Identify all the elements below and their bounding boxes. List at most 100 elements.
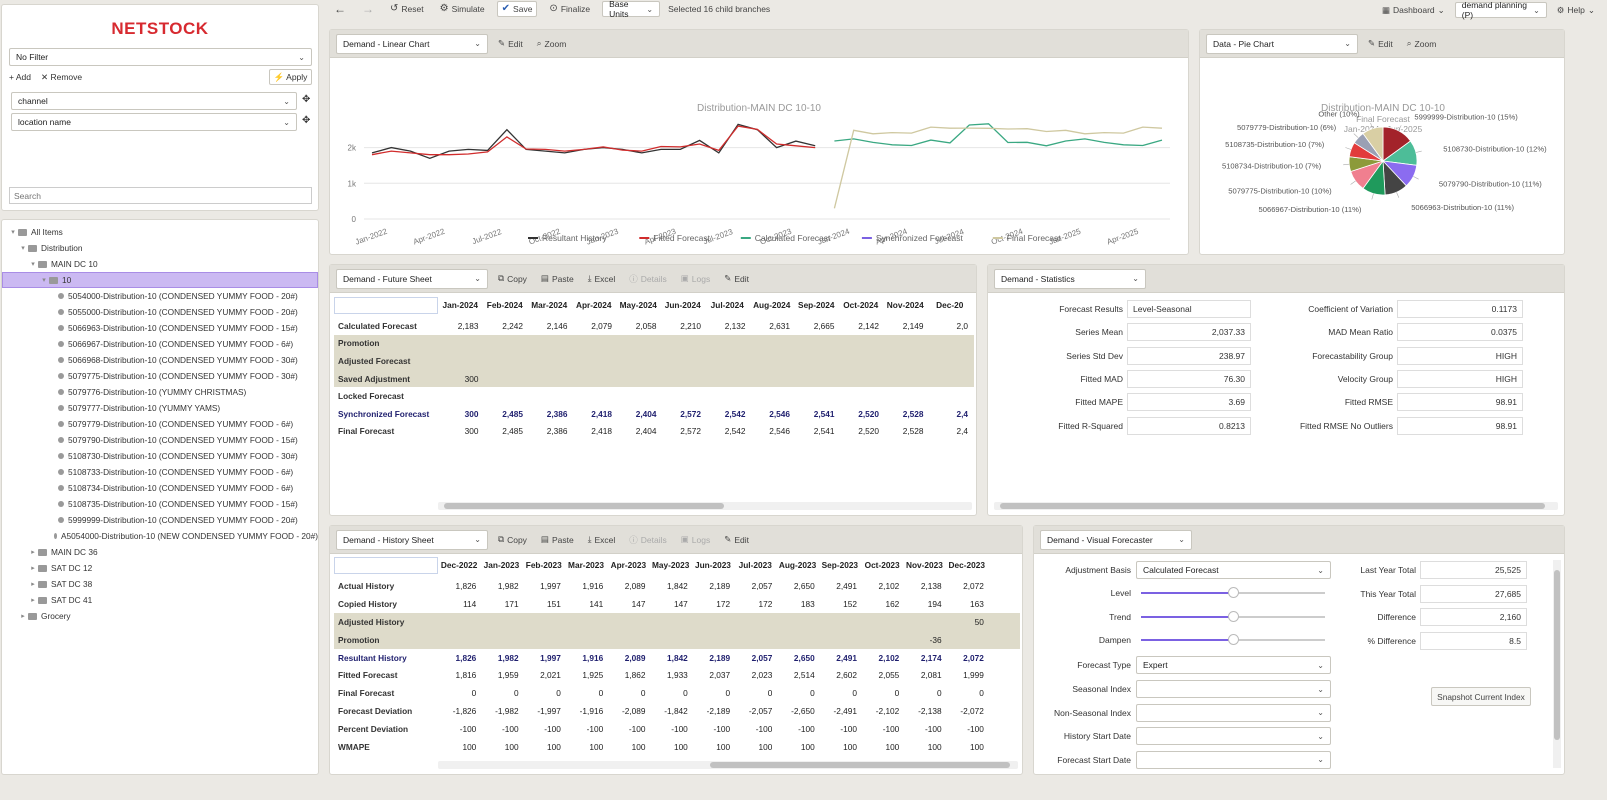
table-cell[interactable]: 0 [513, 688, 519, 699]
copy-button[interactable]: ⧉ Copy [494, 273, 531, 284]
caret-right-icon[interactable]: ▸ [31, 549, 35, 556]
table-cell[interactable]: 2,146 [546, 320, 568, 331]
caret-right-icon[interactable]: ▸ [21, 613, 25, 620]
column-header[interactable]: Jul-2024 [710, 300, 744, 310]
table-cell[interactable]: 2,542 [724, 408, 746, 419]
table-cell[interactable]: 2,631 [769, 320, 790, 331]
table-cell[interactable]: 163 [970, 598, 984, 609]
table-cell[interactable]: -1,982 [495, 706, 519, 717]
table-cell[interactable]: -2,491 [833, 706, 857, 717]
table-cell[interactable]: 2,189 [709, 580, 731, 591]
table-cell[interactable]: 2,514 [793, 670, 815, 681]
table-cell[interactable]: 300 [464, 408, 479, 419]
caret-right-icon[interactable]: ▸ [31, 565, 35, 572]
table-cell[interactable]: 1,826 [455, 580, 477, 591]
tree-item[interactable]: 5108730-Distribution-10 (CONDENSED YUMMY… [2, 448, 318, 464]
scrollbar-thumb[interactable] [1000, 503, 1545, 509]
table-cell[interactable]: -1,826 [452, 706, 477, 717]
table-cell[interactable]: 2,485 [502, 426, 523, 437]
forward-arrow-icon[interactable]: → [362, 2, 374, 16]
column-header[interactable]: Dec-2023 [948, 560, 985, 570]
tree-folder[interactable]: ▸ SAT DC 38 [2, 576, 318, 592]
table-cell[interactable]: 2,541 [813, 426, 835, 437]
tree-item[interactable]: 5079777-Distribution-10 (YUMMY YAMS) [2, 400, 318, 416]
zoom-button[interactable]: ⌕ Zoom [1403, 38, 1441, 49]
table-cell[interactable]: 171 [504, 598, 519, 609]
table-cell[interactable]: 2,418 [591, 426, 612, 437]
forecast-type-select[interactable]: Expert ⌄ [1136, 656, 1331, 674]
table-cell[interactable]: 2,491 [836, 652, 857, 663]
table-cell[interactable]: 2,242 [502, 320, 523, 331]
slider-handle[interactable] [1228, 610, 1239, 622]
table-cell[interactable]: 2,572 [680, 408, 701, 419]
pie-slice[interactable] [1362, 126, 1384, 163]
column-header[interactable]: Sep-2023 [821, 560, 859, 570]
column-header[interactable]: Jun-2024 [664, 300, 701, 310]
table-cell[interactable]: 100 [885, 742, 900, 753]
table-cell[interactable]: -1,916 [579, 706, 604, 717]
edit-button[interactable]: ✎ Edit [494, 38, 527, 49]
tree-folder[interactable]: ▸ Grocery [2, 608, 318, 624]
table-cell[interactable]: -100 [967, 724, 984, 735]
table-cell[interactable]: 0 [894, 688, 900, 699]
table-cell[interactable]: -100 [840, 724, 857, 735]
table-cell[interactable]: 2,404 [635, 426, 657, 437]
table-cell[interactable]: 2,102 [878, 652, 900, 663]
tree-folder[interactable]: ▸ SAT DC 41 [2, 592, 318, 608]
table-cell[interactable]: 0 [640, 688, 646, 699]
table-cell[interactable]: 0 [810, 688, 815, 699]
table-cell[interactable]: 2,057 [751, 580, 773, 591]
scrollbar-thumb[interactable] [1554, 570, 1560, 740]
logs-button[interactable]: ▣ Logs [677, 273, 714, 284]
stats-select[interactable]: Demand - Statistics ⌄ [994, 268, 1146, 289]
table-cell[interactable]: 2,072 [963, 580, 984, 591]
column-header[interactable]: Sep-2024 [798, 300, 835, 310]
table-cell[interactable]: 172 [716, 598, 731, 609]
table-cell[interactable]: 2,102 [878, 580, 900, 591]
help-button[interactable]: ⚙ Help ⌄ [1553, 5, 1599, 16]
table-cell[interactable]: 151 [547, 598, 561, 609]
dashboard-button[interactable]: ▦ Dashboard ⌄ [1378, 5, 1449, 16]
table-cell[interactable]: 2,665 [813, 320, 835, 331]
table-cell[interactable]: 2,072 [963, 652, 984, 663]
adjustment-basis-select[interactable]: Calculated Forecast ⌄ [1136, 561, 1331, 579]
tree-folder[interactable]: ▾ MAIN DC 10 [2, 256, 318, 272]
table-cell[interactable]: 147 [631, 598, 646, 609]
table-cell[interactable]: 2,528 [902, 426, 924, 437]
column-header[interactable]: Mar-2023 [568, 560, 605, 570]
snapshot-button[interactable]: Snapshot Current Index [1431, 687, 1531, 706]
table-cell[interactable]: 2,546 [769, 426, 790, 437]
horizontal-scrollbar[interactable] [994, 502, 1558, 510]
reset-button[interactable]: ↺ Reset [386, 4, 428, 15]
table-cell[interactable]: -2,089 [621, 706, 646, 717]
table-cell[interactable]: 0 [598, 688, 604, 699]
zoom-button[interactable]: ⌕ Zoom [533, 38, 571, 49]
copy-button[interactable]: ⧉ Copy [494, 534, 531, 545]
table-cell[interactable]: 1,999 [963, 670, 984, 681]
column-header[interactable]: Oct-2023 [864, 560, 900, 570]
table-cell[interactable]: 2,386 [546, 426, 568, 437]
table-cell[interactable]: 300 [464, 426, 479, 437]
table-cell[interactable]: -2,102 [875, 706, 900, 717]
chart-select[interactable]: Demand - Linear Chart ⌄ [336, 33, 488, 54]
table-cell[interactable]: 1,842 [667, 652, 688, 663]
table-cell[interactable]: 2,404 [635, 408, 657, 419]
move-icon[interactable]: ✥ [302, 94, 311, 105]
tree-item[interactable]: 5108735-Distribution-10 (CONDENSED YUMMY… [2, 496, 318, 512]
table-cell[interactable]: 2,081 [920, 670, 942, 681]
table-cell[interactable]: 100 [631, 742, 646, 753]
tree-item[interactable]: 5079790-Distribution-10 (CONDENSED YUMMY… [2, 432, 318, 448]
table-cell[interactable]: 2,189 [709, 652, 731, 663]
move-icon[interactable]: ✥ [302, 115, 311, 126]
table-cell[interactable]: 0 [852, 688, 857, 699]
simulate-button[interactable]: ⚙ Simulate [436, 4, 489, 15]
table-cell[interactable]: 1,862 [624, 670, 646, 681]
table-cell[interactable]: 2,491 [836, 580, 857, 591]
table-cell[interactable]: 1,982 [497, 580, 519, 591]
table-cell[interactable]: 2,023 [751, 670, 773, 681]
table-cell[interactable]: 0 [767, 688, 773, 699]
table-cell[interactable]: -100 [798, 724, 815, 735]
table-cell[interactable]: 100 [462, 742, 477, 753]
table-cell[interactable]: 2,572 [680, 426, 701, 437]
excel-button[interactable]: ⤓ Excel [584, 273, 620, 284]
